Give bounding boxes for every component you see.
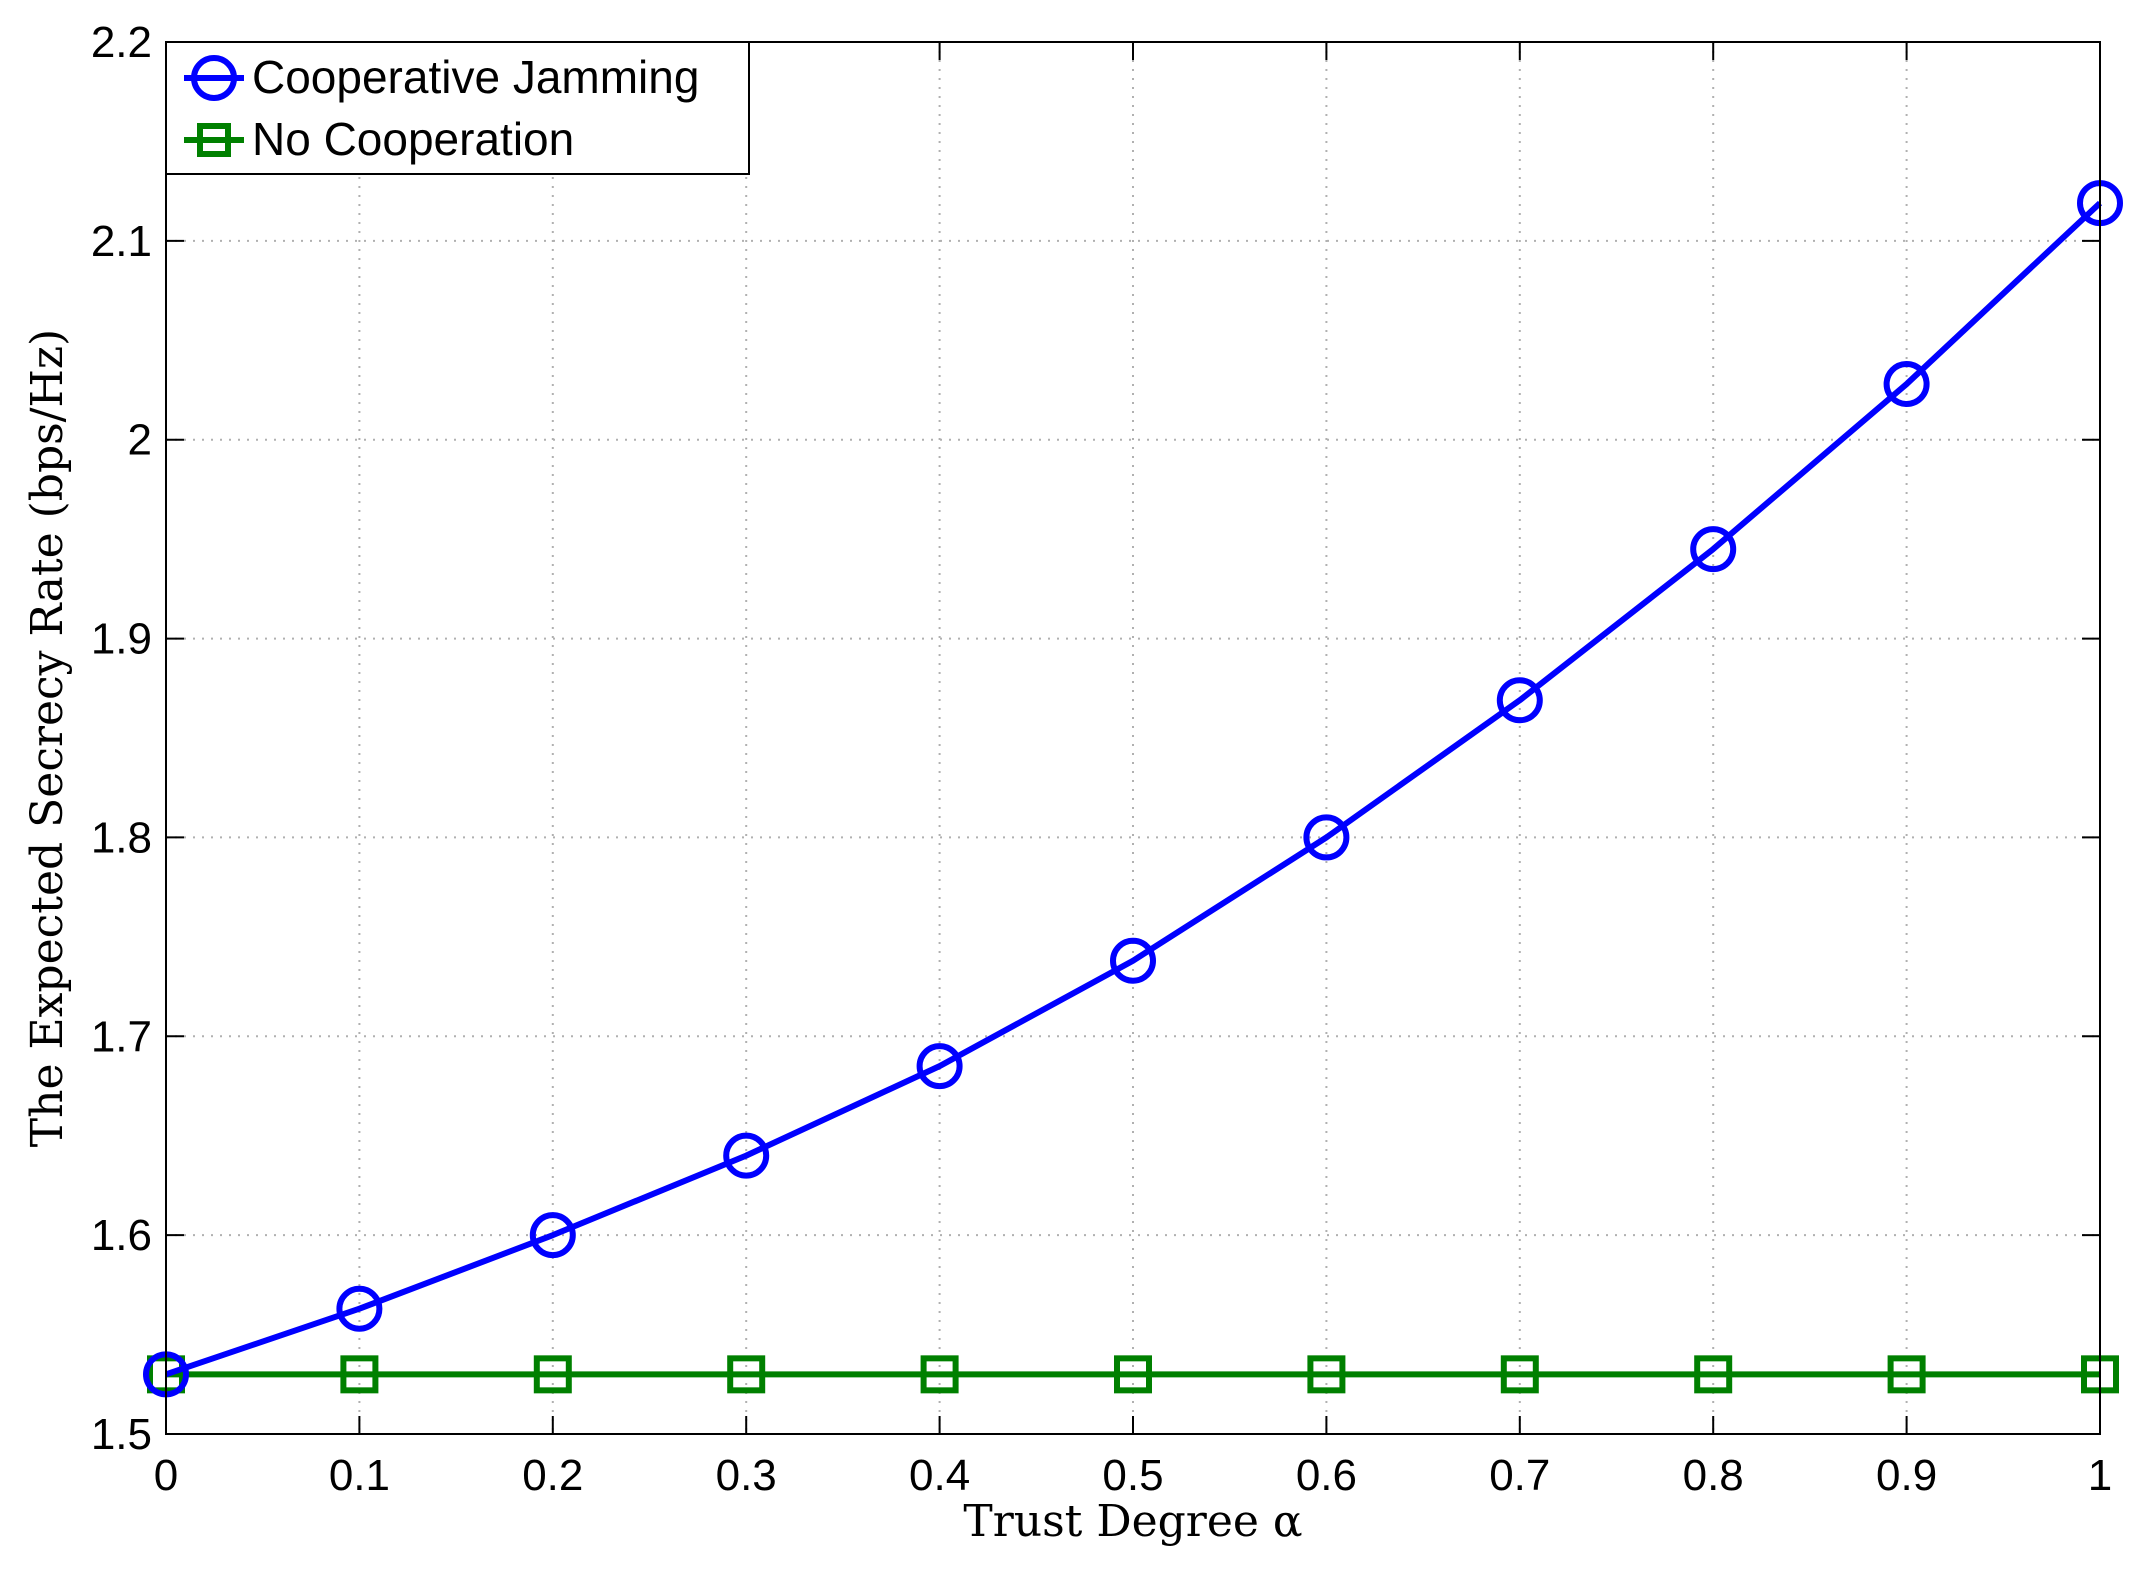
y-tick-label: 1.6 — [91, 1211, 152, 1260]
x-tick-label: 0.3 — [716, 1451, 777, 1500]
data-point-no-cooperation — [533, 1355, 572, 1394]
data-point-cooperative-jamming — [529, 1212, 576, 1259]
plot-frame — [165, 41, 2101, 1435]
legend-label-no-cooperation: No Cooperation — [252, 113, 574, 165]
legend-marker-cooperative-jamming — [191, 55, 237, 101]
plot-area — [166, 42, 2100, 1434]
x-axis-label: Trust Degree α — [963, 1496, 1302, 1547]
data-point-no-cooperation — [1307, 1355, 1346, 1394]
grid-lines — [166, 42, 2100, 1434]
legend-label-cooperative-jamming: Cooperative Jamming — [252, 51, 699, 103]
data-point-no-cooperation — [727, 1355, 766, 1394]
legend-box — [165, 41, 750, 175]
x-tick-label: 0.2 — [522, 1451, 583, 1500]
y-tick-label: 1.9 — [91, 615, 152, 664]
y-tick-label: 1.7 — [91, 1012, 152, 1061]
data-point-cooperative-jamming — [1303, 814, 1350, 861]
data-point-cooperative-jamming — [916, 1043, 963, 1090]
y-axis-label: The Expected Secrecy Rate (bps/Hz) — [22, 329, 73, 1147]
data-point-cooperative-jamming — [723, 1132, 770, 1179]
x-tick-label: 0.9 — [1876, 1451, 1937, 1500]
data-series — [143, 180, 2123, 1398]
data-point-no-cooperation — [1114, 1355, 1152, 1394]
x-tick-label: 0.4 — [909, 1451, 970, 1500]
y-tick-label: 2.2 — [91, 18, 152, 67]
data-point-no-cooperation — [920, 1355, 959, 1394]
data-point-cooperative-jamming — [1110, 937, 1156, 984]
x-tick-label: 0 — [154, 1451, 178, 1500]
x-tick-label: 0.6 — [1296, 1451, 1357, 1500]
y-tick-label: 2 — [128, 416, 152, 465]
x-tick-label: 0.7 — [1489, 1451, 1550, 1500]
data-point-cooperative-jamming — [336, 1285, 383, 1332]
x-tick-label: 1 — [2088, 1451, 2112, 1500]
data-point-no-cooperation — [1887, 1355, 1926, 1394]
x-tick-label: 0.5 — [1102, 1451, 1163, 1500]
x-tick-label: 0.1 — [329, 1451, 390, 1500]
y-tick-label: 1.8 — [91, 813, 152, 862]
data-point-no-cooperation — [340, 1355, 379, 1394]
data-point-no-cooperation — [1694, 1355, 1733, 1394]
series-line-cooperative-jamming — [165, 200, 2103, 1378]
data-point-cooperative-jamming — [1883, 361, 1930, 408]
data-point-cooperative-jamming — [1690, 526, 1737, 573]
x-tick-label: 0.8 — [1683, 1451, 1744, 1500]
data-point-cooperative-jamming — [1496, 677, 1543, 724]
data-point-no-cooperation — [1500, 1355, 1539, 1394]
y-tick-label: 1.5 — [91, 1410, 152, 1459]
legend: Cooperative Jamming No Cooperation — [165, 41, 750, 175]
legend-marker-no-cooperation — [197, 123, 231, 157]
tick-labels: 0 0.1 0.2 0.3 0.4 0.5 0.6 0.7 0.8 0.9 1 1.5 1.6 1.7 1.… — [91, 18, 2112, 1500]
y-tick-label: 2.1 — [91, 217, 152, 266]
